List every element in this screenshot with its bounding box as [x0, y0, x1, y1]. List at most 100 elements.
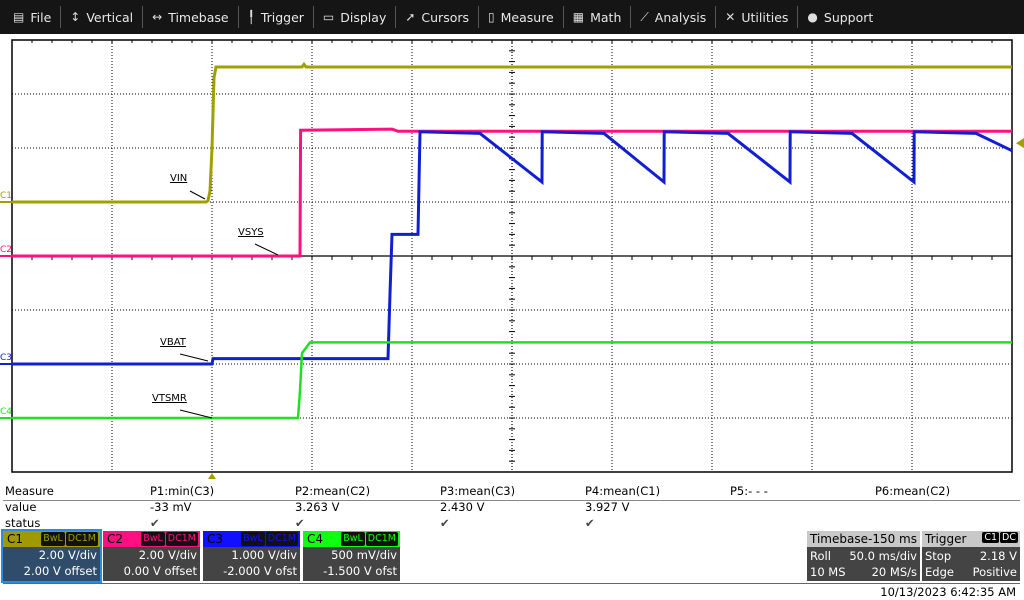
- param-p1-name[interactable]: P1:min(C3): [150, 484, 215, 498]
- channel-offset: 2.00 V offset: [23, 564, 97, 578]
- param-p4-value: 3.927 V: [585, 500, 630, 514]
- param-p5-name[interactable]: P5:- - -: [730, 484, 768, 498]
- param-p4-name[interactable]: P4:mean(C1): [585, 484, 661, 498]
- menu-label: Math: [590, 9, 622, 25]
- channel-name: C3: [207, 532, 224, 546]
- menu-label: Trigger: [260, 9, 304, 25]
- trigger-type: Edge: [925, 565, 954, 579]
- bandwidth-limit-badge: BwL: [41, 532, 65, 546]
- status-row-label: status: [5, 516, 41, 530]
- ground-label-c2: C2: [0, 245, 12, 255]
- param-p2-status-check-icon: ✔: [295, 516, 305, 530]
- divider: [3, 500, 1020, 501]
- menu-label: Vertical: [86, 9, 134, 25]
- trigger-state: Stop: [925, 549, 952, 563]
- timebase-panel[interactable]: Timebase -150 ms Roll 50.0 ms/div 10 MS 20 …: [807, 531, 920, 581]
- trace-c3: [12, 130, 1013, 366]
- label-leader-line: [179, 409, 213, 419]
- waveform-display[interactable]: C1 VIN C2 VSYS C3 VBAT C4 VTSMR: [0, 36, 1024, 480]
- trigger-flag-icon: ╿: [247, 10, 255, 24]
- param-p2-name[interactable]: P2:mean(C2): [295, 484, 371, 498]
- menu-label: Display: [340, 9, 387, 25]
- ground-label-c4: C4: [0, 407, 12, 417]
- channel-scale: 500 mV/div: [331, 548, 397, 562]
- param-p1-value: -33 mV: [150, 500, 192, 514]
- measure-icon: ▯: [488, 10, 495, 24]
- ground-label-c3: C3: [0, 353, 12, 363]
- channel-offset: -1.500 V ofst: [323, 564, 397, 578]
- menu-trigger[interactable]: ╿ Trigger: [239, 6, 314, 28]
- menu-vertical[interactable]: ↕ Vertical: [61, 6, 144, 28]
- trace-label-vbat: VBAT: [160, 337, 187, 348]
- trigger-source-badge: C1: [982, 532, 1000, 543]
- trigger-level: 2.18 V: [979, 549, 1017, 563]
- channel-panel-c4[interactable]: C4 BwL DC1M 500 mV/div -1.500 V ofst: [303, 531, 400, 581]
- label-leader-line: [189, 190, 206, 200]
- vertical-arrows-icon: ↕: [70, 10, 81, 24]
- trigger-position-marker-icon: [208, 473, 216, 479]
- menu-support[interactable]: ● Support: [798, 6, 882, 28]
- menu-label: Utilities: [741, 9, 789, 25]
- param-p2-value: 3.263 V: [295, 500, 340, 514]
- channel-offset: -2.000 V ofst: [223, 564, 297, 578]
- label-leader-line: [179, 353, 209, 362]
- menu-math[interactable]: ▦ Math: [564, 6, 632, 28]
- timebase-mode: Roll: [810, 549, 831, 563]
- menu-label: Cursors: [421, 9, 470, 25]
- menu-analysis[interactable]: ⟋ Analysis: [631, 6, 717, 28]
- clipboard-icon: ▤: [13, 10, 25, 24]
- param-p3-status-check-icon: ✔: [440, 516, 450, 530]
- menu-bar: ▤ File ↕ Vertical ↔ Timebase ╿ Trigger ▭ Display ➚…: [0, 0, 1024, 34]
- bandwidth-limit-badge: BwL: [241, 532, 265, 546]
- channel-offset: 0.00 V offset: [123, 564, 197, 578]
- trigger-title: Trigger: [925, 532, 967, 546]
- channel-name: C2: [107, 532, 124, 546]
- ground-label-c1: C1: [0, 191, 12, 201]
- menu-label: Measure: [500, 9, 554, 25]
- tools-icon: ✕: [725, 10, 736, 24]
- value-row-label: value: [5, 500, 37, 514]
- channel-scale: 2.00 V/div: [138, 548, 197, 562]
- menu-label: Timebase: [168, 9, 229, 25]
- menu-cursors[interactable]: ➚ Cursors: [396, 6, 480, 28]
- param-p1-status-check-icon: ✔: [150, 516, 160, 530]
- menu-display[interactable]: ▭ Display: [314, 6, 397, 28]
- measure-header-label: Measure: [5, 484, 54, 498]
- horizontal-arrows-icon: ↔: [152, 10, 163, 24]
- divider: [3, 583, 1020, 584]
- param-p3-name[interactable]: P3:mean(C3): [440, 484, 516, 498]
- display-icon: ▭: [322, 10, 335, 24]
- trigger-coupling-badge: DC: [1000, 532, 1018, 543]
- channel-panel-c1[interactable]: C1 BwL DC1M 2.00 V/div 2.00 V offset: [1, 529, 102, 583]
- channel-name: C4: [307, 532, 324, 546]
- timebase-rate: 20 MS/s: [871, 565, 917, 579]
- trace-label-vtsmr: VTSMR: [152, 393, 187, 404]
- channel-panel-c3[interactable]: C3 BwL DC1M 1.000 V/div -2.000 V ofst: [203, 531, 300, 581]
- bandwidth-limit-badge: BwL: [341, 532, 365, 546]
- param-p6-name[interactable]: P6:mean(C2): [875, 484, 951, 498]
- coupling-badge: DC1M: [265, 532, 298, 546]
- param-p3-value: 2.430 V: [440, 500, 485, 514]
- trace-label-vin: VIN: [170, 173, 187, 184]
- menu-label: Support: [823, 9, 874, 25]
- menu-timebase[interactable]: ↔ Timebase: [143, 6, 239, 28]
- channel-scale: 2.00 V/div: [38, 548, 97, 562]
- trigger-panel[interactable]: Trigger C1 DC Stop 2.18 V Edge Positive: [922, 531, 1020, 581]
- timebase-title: Timebase: [810, 532, 868, 546]
- info-icon: ●: [807, 10, 818, 24]
- trigger-slope: Positive: [972, 565, 1017, 579]
- channel-scale: 1.000 V/div: [231, 548, 297, 562]
- menu-utilities[interactable]: ✕ Utilities: [716, 6, 799, 28]
- channel-panel-c2[interactable]: C2 BwL DC1M 2.00 V/div 0.00 V offset: [103, 531, 200, 581]
- menu-label: File: [30, 9, 52, 25]
- timestamp: 10/13/2023 6:42:35 AM: [880, 585, 1016, 599]
- menu-file[interactable]: ▤ File: [4, 6, 62, 28]
- calculator-icon: ▦: [572, 10, 585, 24]
- trigger-level-marker-icon: [1016, 138, 1024, 149]
- timebase-delay: -150 ms: [868, 532, 917, 546]
- trace-c1: [12, 61, 1012, 204]
- menu-measure[interactable]: ▯ Measure: [479, 6, 564, 28]
- timebase-scale: 50.0 ms/div: [849, 549, 917, 563]
- label-leader-line: [254, 243, 279, 256]
- cursor-icon: ➚: [405, 10, 416, 24]
